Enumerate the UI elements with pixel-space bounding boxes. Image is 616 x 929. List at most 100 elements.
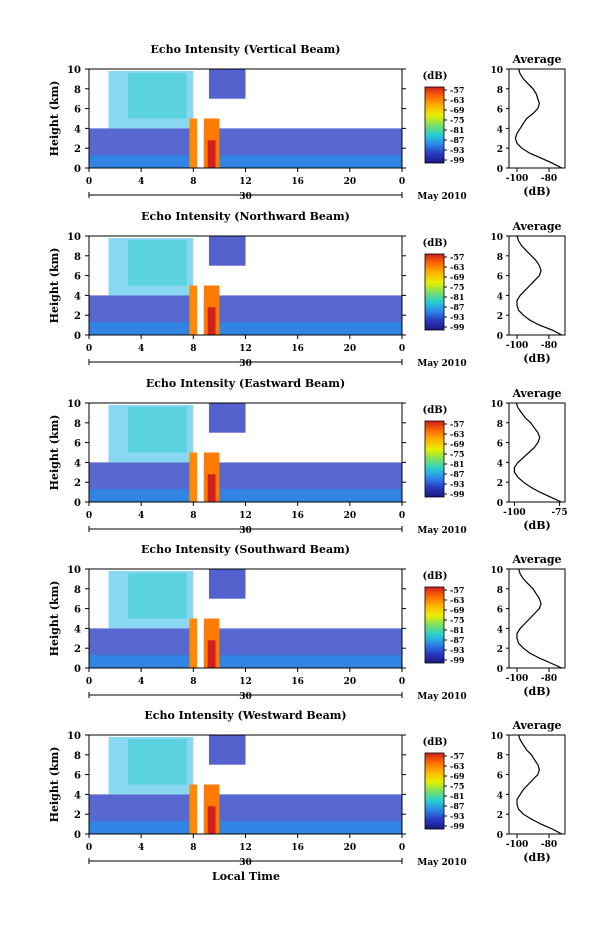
x-tick-label: 16 [291, 511, 304, 521]
profile-x-tick-label: -100 [503, 508, 526, 518]
month-label: May 2010 [417, 692, 466, 702]
profile-y-tick-label: 6 [497, 106, 503, 116]
heatmap-cloud-c [208, 236, 246, 266]
y-tick-label: 6 [74, 105, 81, 116]
heatmap-core-a [189, 618, 198, 668]
heatmap-core-c [207, 474, 216, 502]
heatmap-gap [197, 735, 204, 834]
colorbar-tick-label: -75 [450, 282, 464, 292]
x-tick-label: 0 [86, 843, 92, 853]
panel-4: Echo Intensity (Westward Beam) 0 2 4 6 8 10 Hei… [48, 709, 566, 868]
month-label: May 2010 [417, 359, 466, 369]
colorbar-unit: (dB) [423, 571, 448, 582]
panel-title: Echo Intensity (Northward Beam) [141, 210, 350, 223]
y-tick-label: 2 [74, 311, 81, 322]
profile-y-tick-label: 6 [497, 772, 503, 782]
x-tick-label: 16 [291, 677, 304, 687]
profile-x-label: (dB) [523, 685, 550, 698]
colorbar-tick-label: -81 [450, 791, 464, 801]
date-label: 30 [239, 692, 252, 702]
x-tick-label: 0 [86, 177, 92, 187]
profile-y-tick-label: 4 [497, 459, 503, 469]
y-tick-label: 10 [67, 565, 81, 576]
y-tick-label: 4 [74, 124, 81, 135]
heatmap-cloud-b [128, 406, 187, 453]
colorbar-tick-label: -81 [450, 125, 464, 135]
profile-y-tick-label: 10 [490, 400, 503, 410]
profile-frame [508, 68, 566, 169]
heatmap-surface-layer [89, 155, 402, 168]
colorbar-tick-label: -99 [450, 489, 465, 499]
x-tick-label: 0 [86, 511, 92, 521]
heatmap-core-a [189, 784, 198, 834]
y-tick-label: 10 [67, 65, 81, 76]
y-tick-label: 8 [74, 252, 81, 263]
y-tick-label: 2 [74, 478, 81, 489]
profile-y-tick-label: 4 [497, 625, 503, 635]
panel-title: Echo Intensity (Southward Beam) [141, 543, 350, 556]
month-label: May 2010 [417, 192, 466, 202]
colorbar-unit: (dB) [423, 737, 448, 748]
colorbar-tick-label: -93 [450, 145, 465, 155]
x-tick-label: 20 [344, 843, 357, 853]
profile-x-tick-label: -75 [551, 508, 567, 518]
profile-y-tick-label: 0 [497, 665, 503, 675]
colorbar-tick-label: -87 [450, 801, 464, 811]
profile-x-tick-label: -80 [541, 840, 557, 850]
heatmap-gap [197, 403, 204, 502]
profile-y-tick-label: 8 [497, 253, 503, 263]
colorbar [424, 420, 445, 498]
y-tick-label: 10 [67, 399, 81, 410]
profile-frame [508, 568, 566, 669]
colorbar-tick-label: -99 [450, 322, 465, 332]
profile-frame [508, 734, 566, 835]
profile-y-tick-label: 10 [490, 732, 503, 742]
profile-y-tick-label: 2 [497, 145, 503, 155]
heatmap-cloud-c [208, 569, 246, 599]
colorbar-tick-label: -69 [450, 605, 465, 615]
date-label: 30 [239, 359, 252, 369]
profile-title: Average [511, 719, 561, 732]
profile-y-tick-label: 6 [497, 606, 503, 616]
y-axis-label: Height (km) [48, 415, 61, 491]
profile-title: Average [511, 53, 561, 66]
colorbar-tick-label: -57 [450, 85, 464, 95]
y-tick-label: 6 [74, 272, 81, 283]
x-tick-label: 16 [291, 843, 304, 853]
x-tick-label: 4 [138, 511, 144, 521]
heatmap-gap [197, 236, 204, 335]
profile-x-label: (dB) [523, 352, 550, 365]
colorbar-tick-label: -87 [450, 302, 464, 312]
colorbar-tick-label: -81 [450, 459, 464, 469]
colorbar [424, 752, 445, 830]
y-tick-label: 4 [74, 790, 81, 801]
y-tick-label: 4 [74, 291, 81, 302]
heatmap-cloud-b [128, 239, 187, 286]
x-tick-label: 8 [190, 843, 196, 853]
x-tick-label: 20 [344, 344, 357, 354]
x-tick-label: 0 [399, 511, 405, 521]
profile-x-tick-label: -80 [541, 674, 557, 684]
x-tick-label: 0 [86, 344, 92, 354]
x-tick-label: 0 [399, 344, 405, 354]
x-axis-label: Local Time [212, 870, 280, 883]
y-tick-label: 0 [74, 331, 81, 342]
y-tick-label: 8 [74, 85, 81, 96]
profile-line [516, 734, 563, 835]
x-tick-label: 16 [291, 344, 304, 354]
colorbar-tick-label: -57 [450, 585, 464, 595]
heatmap-core-a [189, 118, 198, 168]
y-axis-label: Height (km) [48, 747, 61, 823]
heatmap-surface-layer [89, 821, 402, 834]
y-tick-label: 2 [74, 144, 81, 155]
colorbar-tick-label: -69 [450, 439, 465, 449]
colorbar-tick-label: -87 [450, 135, 464, 145]
date-label: 30 [239, 192, 252, 202]
colorbar-unit: (dB) [423, 405, 448, 416]
colorbar-tick-label: -57 [450, 252, 464, 262]
colorbar-tick-label: -75 [450, 115, 464, 125]
profile-y-tick-label: 8 [497, 420, 503, 430]
panel-title: Echo Intensity (Vertical Beam) [150, 43, 340, 56]
colorbar-unit: (dB) [423, 71, 448, 82]
colorbar [424, 586, 445, 664]
